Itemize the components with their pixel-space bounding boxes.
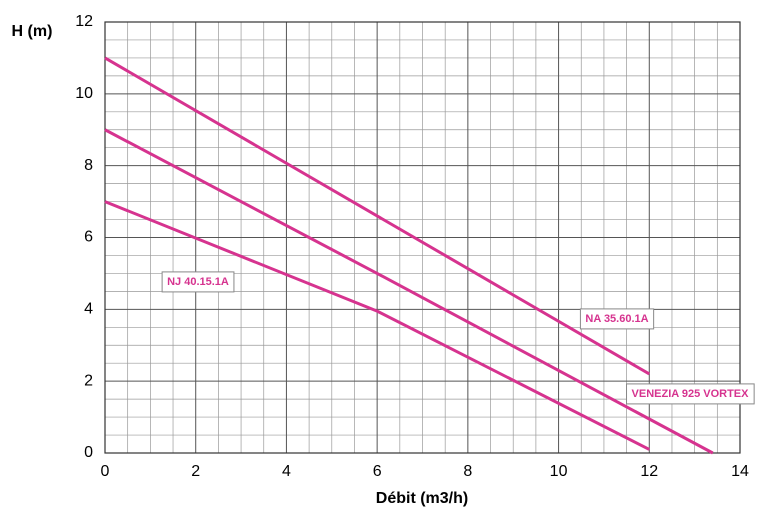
series-name: NJ 40.15.1A	[167, 276, 229, 288]
y-tick-label: 6	[84, 229, 93, 246]
y-tick-label: 4	[84, 301, 93, 318]
series-label: NA 35.60.1A	[579, 308, 655, 330]
y-axis-title: H (m)	[12, 23, 53, 40]
series-line	[104, 128, 714, 455]
series-name: NA 35.60.1A	[585, 313, 648, 325]
label-box	[626, 383, 755, 405]
x-tick-label: 12	[640, 463, 658, 480]
series-label: NJ 40.15.1A	[161, 271, 235, 293]
y-tick-label: 12	[75, 13, 93, 30]
x-tick-label: 2	[191, 463, 200, 480]
series-name: VENEZIA 925 VORTEX	[632, 388, 750, 400]
label-box	[579, 308, 655, 330]
plot-frame	[104, 21, 741, 454]
y-tick-label: 0	[84, 444, 93, 461]
x-tick-label: 6	[373, 463, 382, 480]
y-tick-label: 10	[75, 85, 93, 102]
x-tick-label: 4	[282, 463, 291, 480]
series-line	[104, 56, 651, 376]
x-tick-label: 14	[731, 463, 749, 480]
x-axis-title: Débit (m3/h)	[376, 490, 468, 507]
x-tick-label: 0	[101, 463, 110, 480]
series-label: VENEZIA 925 VORTEX	[626, 383, 755, 405]
y-tick-label: 8	[84, 157, 93, 174]
x-tick-label: 10	[550, 463, 568, 480]
series-line	[104, 200, 650, 451]
label-box	[161, 271, 235, 293]
y-tick-label: 2	[84, 372, 93, 389]
x-tick-label: 8	[463, 463, 472, 480]
